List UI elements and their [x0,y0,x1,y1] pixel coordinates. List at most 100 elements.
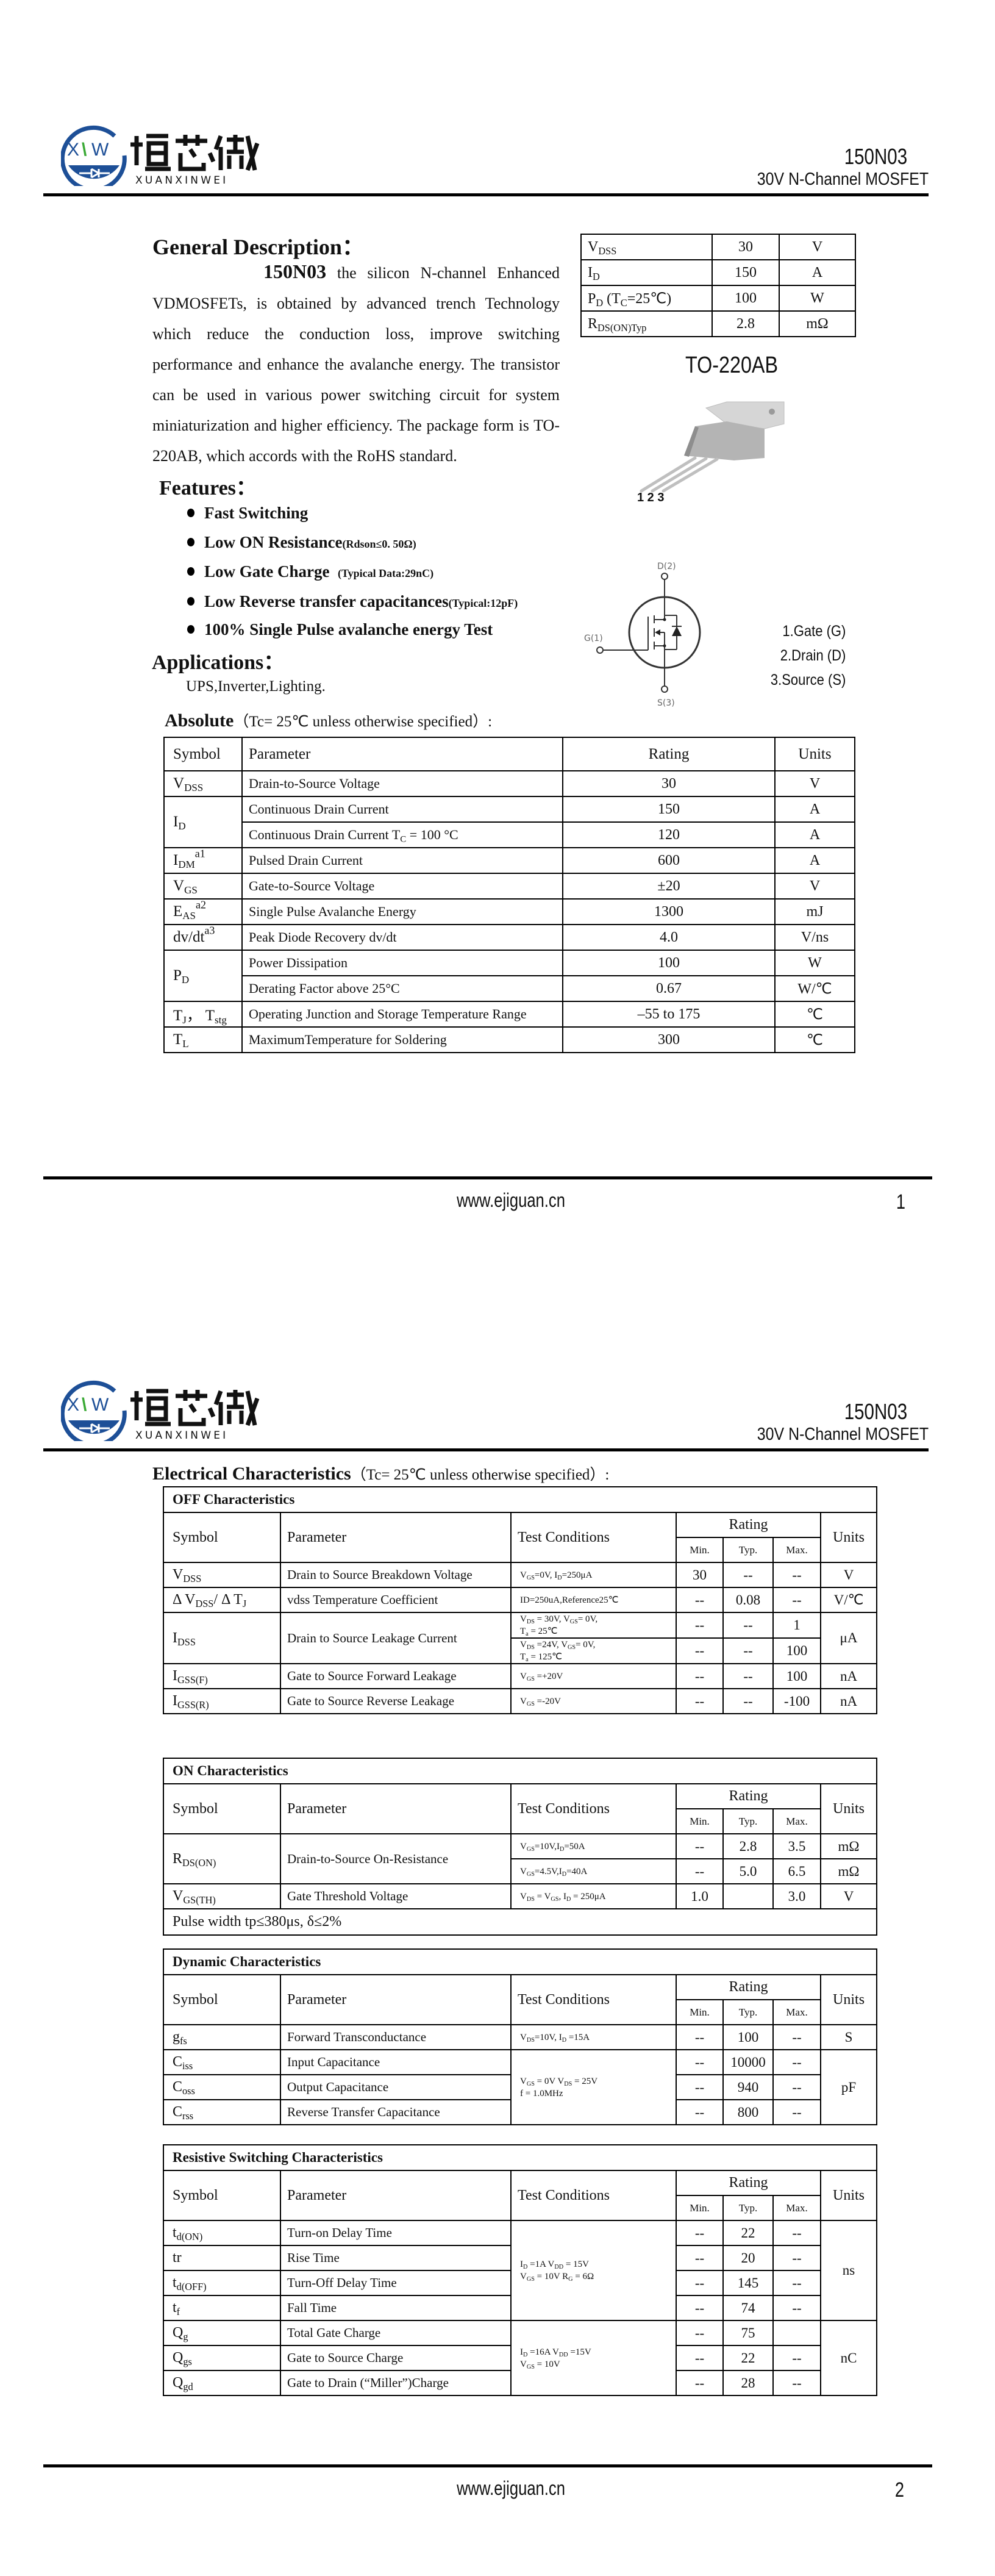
absolute-title: Absolute [165,710,234,731]
cell-param: Reverse Transfer Capacitance [280,2099,512,2125]
cell-rating: 150 [562,796,776,823]
spec-value: 150 [711,259,780,286]
cell-max: -- [772,2295,821,2321]
cell-typ: 22 [722,2345,774,2371]
applications-text: UPS,Inverter,Lighting. [186,678,326,695]
cell-max: -- [772,1587,821,1613]
cell-min: -- [676,2024,724,2050]
table-row: RDS(ON) Drain-to-Source On-Resistance VGS=… [163,1833,878,1884]
table-row: EASa2 Single Pulse Avalanche Energy 1300 mJ [163,898,855,925]
cell-unit: mΩ [819,1833,878,1859]
cell-max: -- [772,2370,821,2396]
table-row: gfs Forward Transconductance VDS=10V, ID =… [163,2024,878,2050]
header-symbol: Symbol [163,1974,281,2025]
header-units: Units [774,737,855,771]
cell-rating: 0.67 [562,975,776,1002]
table-row: IDSS Drain to Source Leakage Current VDS =… [163,1612,878,1664]
cell-sym: td(ON) [163,2220,281,2246]
cell-unit: V/℃ [819,1587,878,1613]
absolute-ratings-table: Symbol Parameter Rating Units VDSS Drain-to-S… [163,737,855,1053]
absolute-condition: （Tc= 25℃ unless otherwise specified）: [234,714,493,730]
cell-rating: 30 [562,770,776,797]
feature-item: Low Gate Charge (Typical Data:29nC) [187,562,433,581]
table-row: Ciss Input Capacitance VGS = 0V VDS = 25V f… [163,2049,878,2125]
cell-max: -- [772,2024,821,2050]
header-parameter: Parameter [280,1512,512,1563]
bullet-icon [187,538,194,546]
cell-typ: 20 [722,2245,774,2271]
cell-param: Input Capacitance [280,2049,512,2075]
cell-param: Pulsed Drain Current [241,847,563,874]
cell-cond: VGS=4.5V,ID=40A [510,1858,677,1884]
table-row: Derating Factor above 25°C 0.67 W/℃ [164,975,855,1002]
cell-typ: 100 [722,2024,774,2050]
cell-param: Derating Factor above 25°C [241,975,563,1002]
cell-param: Gate to Source Charge [280,2345,512,2371]
pin-legend-gate: 1.Gate (G) [782,623,846,640]
feature-note: (Typical:12pF) [448,597,518,609]
table-row: VDSS Drain-to-Source Voltage 30 V [163,770,855,797]
logo-initials-left: X [67,140,79,160]
cell-sym: Qgs [163,2345,281,2371]
header-symbol: Symbol [163,1783,281,1834]
header-max: Max. [772,1537,821,1563]
header-typ: Typ. [722,1999,774,2025]
cell-cond: VGS = 0V VDS = 25V f = 1.0MHz [510,2049,677,2125]
cell-min: -- [676,1637,724,1664]
applications-title: Applications： [152,651,285,674]
cell-unit: ns [819,2220,878,2321]
header-parameter: Parameter [280,2170,512,2221]
header-units: Units [819,1512,878,1563]
page-number: 1 [896,1190,906,1214]
cell-sym: EASa2 [163,898,243,925]
cell-typ: 75 [722,2320,774,2346]
cell-min: -- [676,1612,724,1639]
cell-sym: TL [163,1026,243,1053]
feature-note: (Rdson≤0. 50Ω) [342,538,416,550]
key-spec-row: ID 150 A [580,259,856,286]
cell-unit: V [819,1883,878,1909]
cell-typ: -- [722,1612,774,1639]
cell-typ [722,1883,774,1909]
footer-rule [43,1176,932,1179]
spec-unit: W [779,285,856,312]
section-title-row: Dynamic Characteristics [162,1948,878,1975]
spec-value: 100 [711,285,780,312]
cell-max: -- [772,2270,821,2296]
bullet-icon [187,567,194,576]
feature-label: Fast Switching [204,504,308,522]
resistive-switching-table: Resistive Switching Characteristics Symbo… [162,2144,878,2396]
header-test-conditions: Test Conditions [510,1512,677,1563]
cell-unit: mΩ [819,1858,878,1884]
header-part-number: 150N03 [844,1399,907,1424]
header-rule [43,193,929,196]
header-min: Min. [676,1808,724,1834]
general-description-title: General Description： [152,235,364,259]
bullet-icon [187,597,194,606]
cell-unit: A [774,796,855,823]
electrical-title: Electrical Characteristics [152,1464,351,1484]
cell-param: Drain-to-Source On-Resistance [280,1833,512,1884]
header-rule [43,1448,929,1451]
header-max: Max. [772,2195,821,2221]
cell-typ: -- [722,1663,774,1689]
cell-sym: VDSS [163,1562,281,1588]
cell-rating: 300 [562,1026,776,1053]
table-subheader-row: Min. Typ. Max. [163,1999,877,2025]
key-specs-table: VDSS 30 V ID 150 A PD (TC=25℃) 100 W RDS(ON)Typ 2.… [580,234,856,337]
header-parameter: Parameter [280,1783,512,1834]
gate-label: G(1) [584,634,603,643]
page-number: 2 [894,2478,905,2502]
spec-symbol: RDS(ON)Typ [580,310,713,337]
cell-max: -- [772,2345,821,2371]
cell-unit: nA [819,1663,878,1689]
cell-max: -- [772,1562,821,1588]
cell-cond: VDS =24V, VGS= 0V, Ta = 125℃ [510,1637,677,1664]
table-row: TJ， Tstg Operating Junction and Storage T… [163,1001,855,1028]
feature-item: 100% Single Pulse avalanche energy Test [187,620,493,639]
cell-param: Power Dissipation [241,950,563,976]
spec-unit: A [779,259,856,286]
logo-chinese-name [130,1389,260,1426]
logo-initials-slash: \ [82,1395,87,1415]
table-row: Coss Output Capacitance -- 940 -- [163,2074,877,2100]
